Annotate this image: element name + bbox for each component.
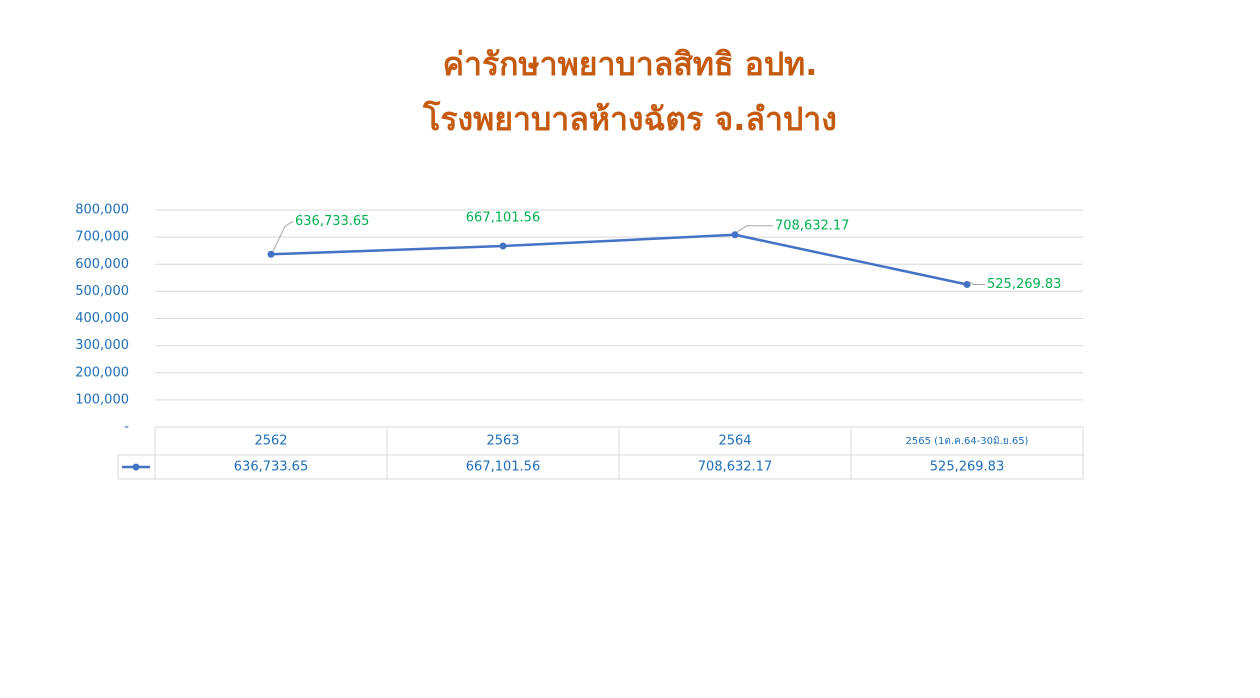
y-tick-label: 300,000 [75,338,129,353]
x-tick-label: 2564 [718,434,751,449]
chart-title: โรงพยาบาลห้างฉัตร จ.ลำปาง [422,100,837,138]
point [267,250,275,258]
chart-title: ค่ารักษาพยาบาลสิทธิ อปท. [443,45,818,83]
x-tick-label: 2562 [254,434,287,449]
line [270,233,968,286]
y-tick-label: 800,000 [75,203,129,218]
data-label: 525,269.83 [987,277,1061,292]
y-tick-label: 100,000 [75,392,129,407]
point [499,242,507,250]
table-value: 667,101.56 [466,460,540,475]
y-tick-label: 700,000 [75,230,129,245]
table-value: 708,632.17 [698,460,772,475]
table-value: 525,269.83 [930,460,1004,475]
y-tick-label: 500,000 [75,284,129,299]
leader-line [968,281,985,286]
legend-marker [132,463,140,471]
point [731,231,739,239]
data-label: 636,733.65 [295,214,369,229]
x-tick-label: 2565 (1ต.ค.64-30มิ.ย.65) [906,436,1029,447]
x-tick-label: 2563 [486,434,519,449]
data-label: 667,101.56 [466,211,540,226]
leader-line [736,225,773,233]
leader-line [272,220,294,252]
y-tick-label: - [124,420,129,435]
table-value: 636,733.65 [234,460,308,475]
y-tick-label: 600,000 [75,257,129,272]
point [963,281,971,289]
y-tick-label: 200,000 [75,365,129,380]
data-label: 708,632.17 [775,218,849,233]
y-tick-label: 400,000 [75,311,129,326]
